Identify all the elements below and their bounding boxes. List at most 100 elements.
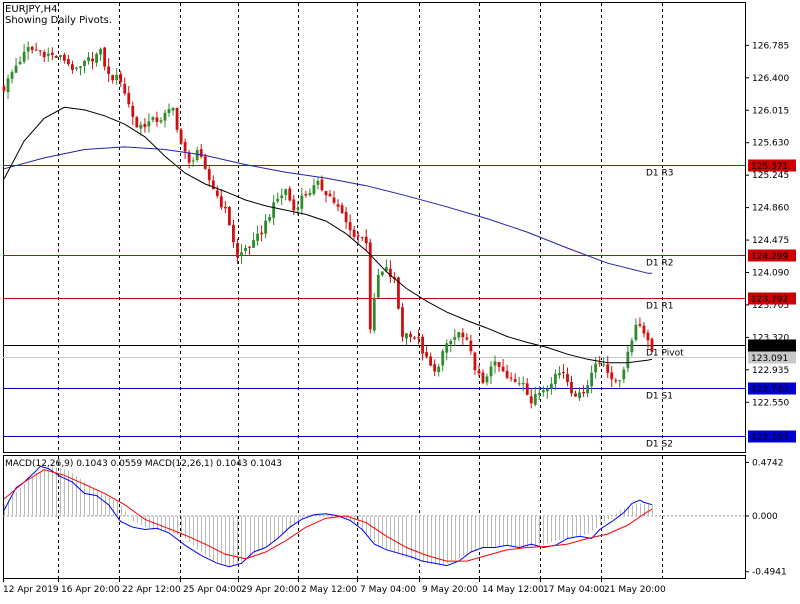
time-tick-label: 2 May 12:00 [301,585,357,595]
candle-body [6,78,10,93]
pivot-note: Showing Daily Pivots. [5,15,113,26]
candle-body [75,67,78,69]
candle-body [356,235,360,237]
candle-body [638,324,642,326]
candle-body [590,372,594,387]
candle-body [131,105,135,117]
price-tick-label: 125.245 [752,171,789,181]
macd-tick-label: 0.000 [752,512,778,522]
candle-body [284,189,288,196]
candle-body [549,383,553,389]
candle-body [256,233,259,241]
candle-body [425,352,429,357]
candle-body [642,325,646,334]
candle-body [123,83,127,94]
candle-body [465,337,469,340]
candle-body [397,277,400,309]
candle-body [320,179,324,191]
candle-body [50,52,54,55]
candle-body [316,180,320,185]
candle-body [545,388,549,392]
pivot-label: D1 S2 [646,440,673,450]
candle-body [62,54,66,61]
candle-body [151,117,155,121]
candle-body [429,356,433,366]
candle-body [566,373,569,383]
candle-body [215,190,219,196]
candle-body [54,56,58,58]
slow-moving-average-line [3,146,652,274]
candle-body [324,191,328,196]
pivot-price-tag [748,292,796,305]
candle-body [622,369,626,380]
price-tick-label: 125.630 [752,139,789,149]
candle-body [606,364,610,373]
price-tick-label: 124.860 [752,204,789,214]
candle-body [505,370,509,378]
candle-body [553,374,557,385]
candle-body [525,383,529,395]
pivot-label: D1 Pivot [646,349,684,359]
candle-body [417,337,420,339]
candle-body [227,207,231,226]
candle-body [409,333,412,338]
candle-body [252,240,255,248]
candle-body [143,123,147,128]
candle-body [2,86,6,91]
candle-body [582,391,585,394]
candle-body [183,142,187,152]
candle-body [481,372,485,383]
candle-body [248,246,251,248]
candle-body [457,332,461,338]
candle-body [646,332,650,341]
candle-body [473,352,477,371]
candle-body [83,60,86,67]
candle-body [167,109,171,114]
candle-body [614,380,618,382]
price-tick-label: 124.090 [752,269,789,279]
candle-body [179,129,183,144]
time-tick-label: 9 May 20:00 [422,585,478,595]
time-tick-label: 16 Apr 20:00 [61,585,120,595]
candle-body [437,366,441,372]
candle-body [219,196,223,208]
macd-line [3,465,653,568]
candle-body [332,197,336,203]
pivot-price-tag [748,249,796,262]
candle-body [79,66,82,68]
time-tick-label: 22 Apr 12:00 [122,585,181,595]
candle-body [14,65,18,73]
candle-body [203,156,207,169]
candle-body [501,366,505,372]
candle-body [207,169,211,181]
candle-body [30,46,34,50]
time-tick-label: 25 Apr 04:00 [183,585,242,595]
candle-body [223,206,227,209]
pivot-label: D1 R2 [646,259,674,269]
candle-body [517,383,521,385]
candle-body [296,207,300,210]
candle-body [477,370,481,374]
candle-body [175,107,179,130]
macd-title: MACD(12,26,9) 0.1043 0.0559 MACD(12,26,1… [5,459,282,469]
candle-body [586,385,590,394]
candle-body [344,211,348,223]
candle-body [368,242,372,330]
candle-body [461,332,465,338]
fast-moving-average-line [3,106,653,364]
candle-body [405,333,408,339]
candle-body [139,124,143,129]
candle-body [155,117,159,122]
price-tick-label: 126.015 [752,106,789,116]
candle-body [634,324,638,340]
candle-body [260,232,263,235]
time-tick-label: 12 Apr 2019 [3,585,59,595]
candle-body [360,237,364,239]
candle-body [292,199,296,211]
pivot-price-tag [748,339,796,352]
candle-body [264,220,268,234]
candle-body [529,396,533,404]
candle-body [340,205,344,213]
